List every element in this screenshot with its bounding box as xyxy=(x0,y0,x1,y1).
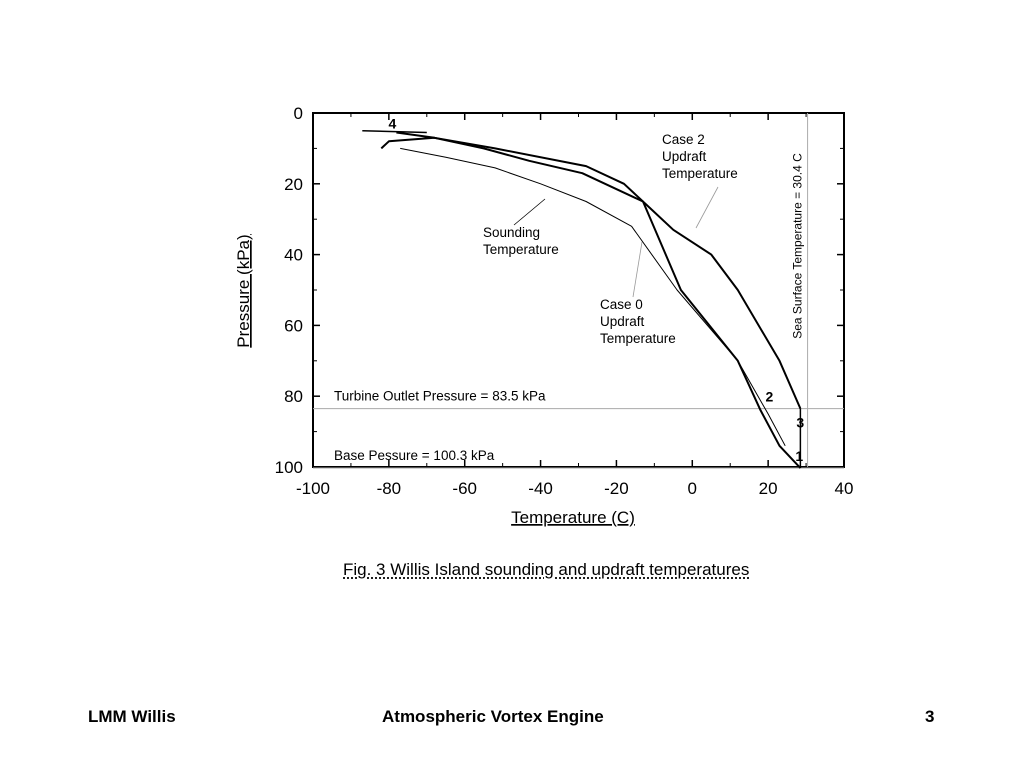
y-tick-label: 0 xyxy=(294,104,303,123)
x-tick-label: -80 xyxy=(377,479,402,498)
y-axis-title: Pressure (kPa) xyxy=(234,234,253,347)
x-tick-label: -60 xyxy=(452,479,477,498)
footer-page-number: 3 xyxy=(925,707,935,726)
y-tick-label: 40 xyxy=(284,246,303,265)
x-tick-label: -20 xyxy=(604,479,629,498)
case-2-updraft-line xyxy=(380,136,802,410)
point-label-1: 1 xyxy=(795,448,803,464)
sounding-temperature-line xyxy=(400,147,786,447)
case-0-leader-line xyxy=(632,241,643,298)
sounding-temperature-annotation: Sounding Temperature xyxy=(483,225,559,257)
turbine-outlet-pressure-label: Turbine Outlet Pressure = 83.5 kPa xyxy=(334,389,546,404)
point-label-4: 4 xyxy=(388,115,396,131)
y-tick-label: 60 xyxy=(284,316,303,335)
case-0-updraft-line xyxy=(396,131,802,469)
figure-caption: Fig. 3 Willis Island sounding and updraf… xyxy=(343,560,750,579)
x-tick-label: 20 xyxy=(759,479,778,498)
x-axis-title: Temperature (C) xyxy=(511,508,635,527)
y-tick-label: 100 xyxy=(275,458,303,477)
point-label-2: 2 xyxy=(766,388,774,404)
case-0-annotation: Case 0 Updraft Temperature xyxy=(600,297,676,346)
case-2-leader-line xyxy=(695,186,719,229)
x-tick-label: -40 xyxy=(528,479,553,498)
x-tick-label: 40 xyxy=(835,479,854,498)
case-2-annotation: Case 2 Updraft Temperature xyxy=(662,132,738,181)
sounding-leader-line xyxy=(513,198,546,226)
footer-title: Atmospheric Vortex Engine xyxy=(382,707,604,726)
exhaust-line xyxy=(362,129,427,134)
x-tick-label: 0 xyxy=(688,479,697,498)
plot-frame xyxy=(312,112,845,468)
x-tick-label: -100 xyxy=(296,479,330,498)
point-label-3: 3 xyxy=(796,415,804,431)
y-tick-label: 20 xyxy=(284,175,303,194)
sea-surface-temperature-label: Sea Surface Temperature = 30.4 C xyxy=(791,153,805,339)
footer-author: LMM Willis xyxy=(88,707,176,726)
y-tick-label: 80 xyxy=(284,387,303,406)
base-pressure-label: Base Pessure = 100.3 kPa xyxy=(334,448,495,463)
